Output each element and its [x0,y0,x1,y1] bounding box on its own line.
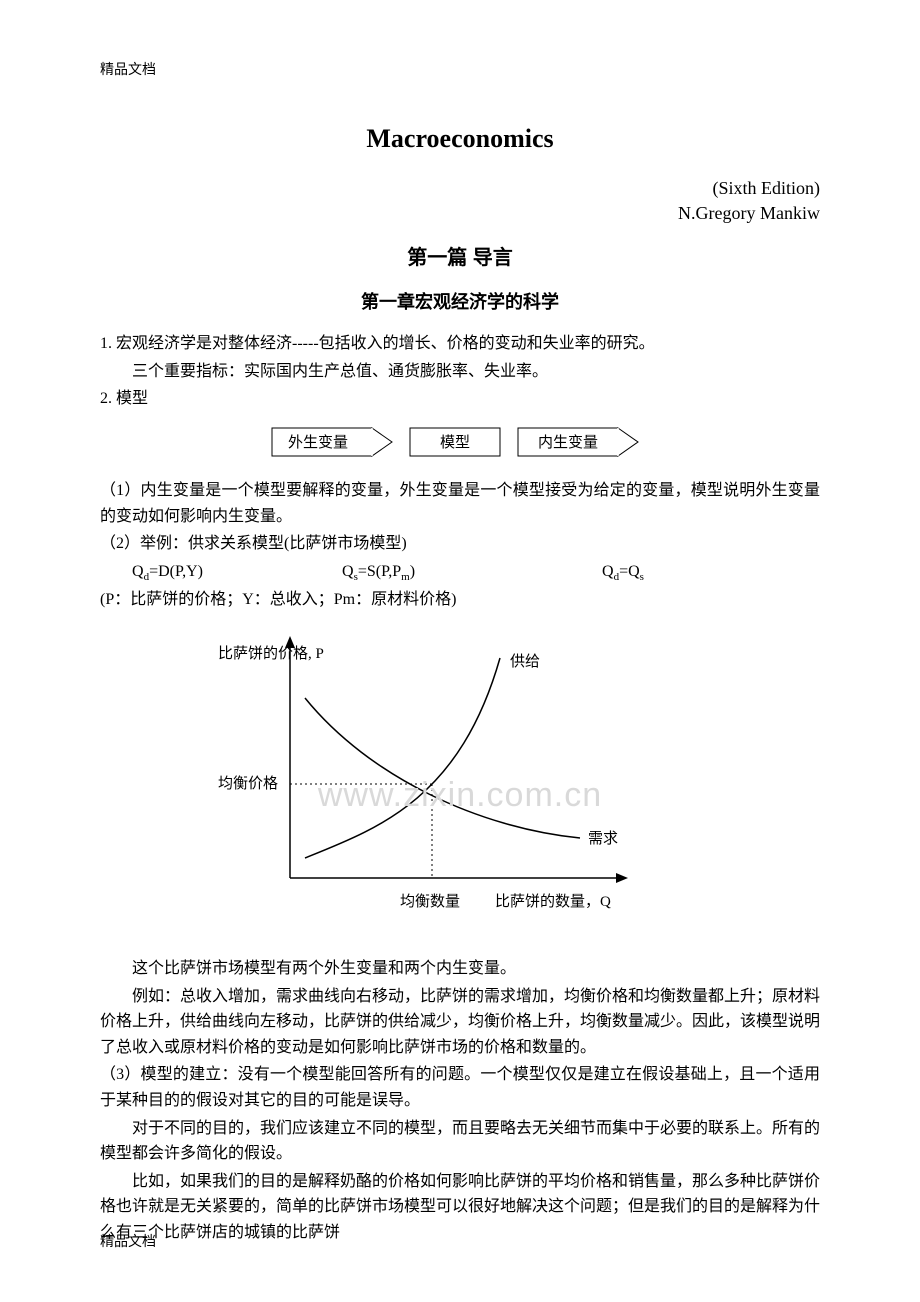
paragraph-1: 1. 宏观经济学是对整体经济-----包括收入的增长、价格的变动和失业率的研究。 [100,331,820,357]
supply-label: 供给 [510,653,540,670]
edition-author: (Sixth Edition) N.Gregory Mankiw [100,176,820,226]
x-axis-label: 比萨饼的数量，Q [495,893,611,910]
page-title: Macroeconomics [100,118,820,160]
equation-qs: Qs=S(P,Pm) [342,559,602,587]
paragraph-endogenous: （1）内生变量是一个模型要解释的变量，外生变量是一个模型接受为给定的变量，模型说… [100,478,820,529]
body-paragraph-3: 对于不同的目的，我们应该建立不同的模型，而且要略去无关细节而集中于必要的联系上。… [100,1116,820,1167]
equation-line: Qd=D(P,Y) Qs=S(P,Pm) Qd=Qs [132,559,820,587]
paragraph-model-build: （3）模型的建立：没有一个模型能回答所有的问题。一个模型仅仅是建立在假设基础上，… [100,1062,820,1113]
footer-note: 精品文档 [100,1232,156,1254]
paragraph-2: 三个重要指标：实际国内生产总值、通货膨胀率、失业率。 [100,359,820,385]
eq-qty-label: 均衡数量 [400,893,460,910]
body-paragraph-2: 例如：总收入增加，需求曲线向右移动，比萨饼的需求增加，均衡价格和均衡数量都上升；… [100,984,820,1061]
section-title: 第一篇 导言 [100,242,820,274]
paragraph-3: 2. 模型 [100,386,820,412]
equation-qd: Qd=D(P,Y) [132,559,342,587]
paragraph-symbols: (P：比萨饼的价格；Y：总收入；Pm：原材料价格) [100,587,820,613]
flow-box-3: 内生变量 [538,434,598,451]
y-axis-label: 比萨饼的价格, P [218,645,324,662]
flow-box-1: 外生变量 [288,434,348,451]
paragraph-example-intro: （2）举例：供求关系模型(比萨饼市场模型) [100,531,820,557]
author-text: N.Gregory Mankiw [100,201,820,226]
chapter-title: 第一章宏观经济学的科学 [100,288,820,317]
eq-price-label: 均衡价格 [218,775,278,792]
chart-svg: 比萨饼的价格, P 供给 需求 均衡价格 均衡数量 比萨饼的数量，Q [200,628,720,938]
equation-eq: Qd=Qs [602,559,644,587]
demand-label: 需求 [588,830,618,847]
flow-svg: 外生变量 模型 内生变量 [270,422,650,462]
flow-diagram: 外生变量 模型 内生变量 [100,422,820,462]
header-note: 精品文档 [100,60,820,82]
edition-text: (Sixth Edition) [100,176,820,201]
body-paragraph-1: 这个比萨饼市场模型有两个外生变量和两个内生变量。 [100,956,820,982]
supply-demand-chart: www.zixin.com.cn 比萨饼的价格, P 供给 需求 均衡价格 均衡… [200,628,720,938]
supply-curve [305,658,500,858]
flow-box-2: 模型 [440,434,470,451]
body-paragraph-4: 比如，如果我们的目的是解释奶酪的价格如何影响比萨饼的平均价格和销售量，那么多种比… [100,1169,820,1246]
demand-curve [305,698,580,838]
